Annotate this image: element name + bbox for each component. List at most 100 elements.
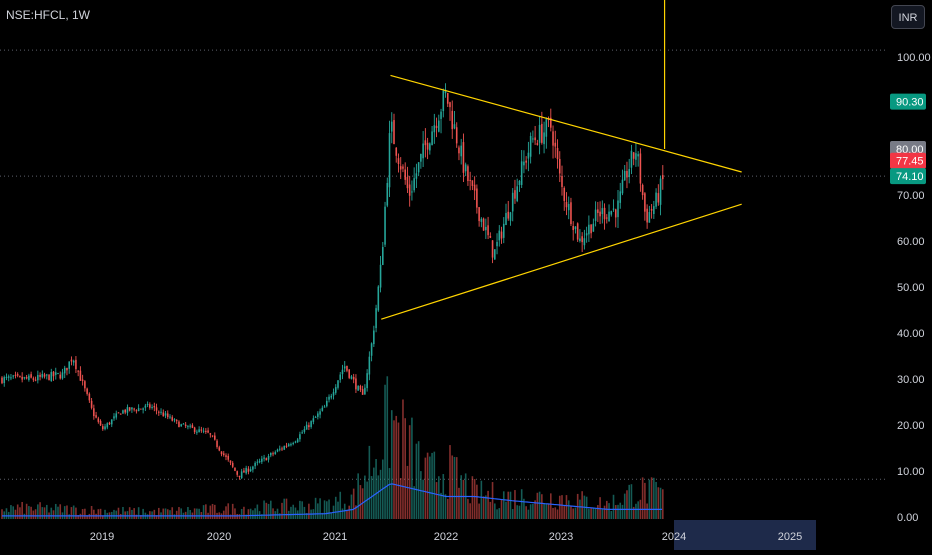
volume-bar bbox=[397, 422, 400, 519]
candle-body bbox=[61, 372, 64, 379]
candle-body bbox=[655, 192, 657, 207]
volume-bar bbox=[628, 484, 630, 519]
candle-body bbox=[110, 419, 113, 425]
candle-body bbox=[417, 162, 420, 173]
volume-bar bbox=[140, 515, 142, 519]
candle-body bbox=[234, 467, 236, 471]
volume-bar bbox=[404, 418, 406, 519]
candle-body bbox=[187, 426, 189, 428]
candle-body bbox=[626, 170, 628, 178]
candle-body bbox=[198, 429, 200, 433]
candle-body bbox=[594, 209, 597, 221]
volume-bar bbox=[254, 508, 256, 519]
volume-bar bbox=[612, 494, 615, 519]
volume-bar bbox=[122, 506, 124, 519]
candle-body bbox=[505, 213, 507, 225]
candle-body bbox=[558, 158, 561, 174]
volume-bar bbox=[57, 506, 59, 519]
candle-body bbox=[478, 207, 480, 222]
volume-bar bbox=[348, 505, 350, 519]
candle-body bbox=[509, 212, 512, 221]
volume-bar bbox=[377, 475, 380, 519]
volume-bar bbox=[146, 514, 149, 519]
volume-bar bbox=[231, 503, 234, 519]
candle-body bbox=[621, 179, 624, 194]
symbol-label: NSE:HFCL, 1W bbox=[6, 8, 91, 22]
candle-body bbox=[281, 448, 283, 450]
volume-bar bbox=[655, 481, 657, 519]
candle-body bbox=[236, 471, 238, 475]
candle-body bbox=[274, 452, 277, 455]
currency-button[interactable]: INR bbox=[891, 5, 925, 29]
candle-body bbox=[453, 124, 456, 129]
volume-bar bbox=[518, 505, 521, 519]
candle-body bbox=[48, 374, 50, 381]
candle-body bbox=[160, 411, 162, 413]
candle-body bbox=[476, 188, 478, 208]
volume-bar bbox=[104, 509, 106, 519]
candle-body bbox=[238, 475, 241, 477]
volume-bar bbox=[292, 504, 294, 519]
candle-body bbox=[449, 102, 451, 108]
candle-body bbox=[352, 376, 355, 380]
volume-bar bbox=[538, 491, 541, 519]
volume-bar bbox=[155, 515, 158, 519]
candle-body bbox=[455, 127, 458, 144]
candle-body bbox=[619, 191, 622, 203]
time-tick-label: 2019 bbox=[90, 531, 114, 543]
candle-body bbox=[659, 178, 662, 205]
candle-body bbox=[431, 131, 433, 146]
candle-body bbox=[384, 206, 386, 245]
volume-bar bbox=[243, 506, 245, 519]
volume-bar bbox=[314, 497, 317, 519]
volume-bar bbox=[496, 509, 498, 519]
volume-bar bbox=[460, 475, 462, 519]
candle-body bbox=[612, 208, 615, 210]
volume-bar bbox=[59, 504, 62, 519]
candle-body bbox=[137, 408, 140, 412]
candle-body bbox=[534, 137, 536, 141]
candle-body bbox=[429, 143, 431, 151]
volume-bar bbox=[131, 509, 133, 519]
candle-body bbox=[10, 377, 12, 379]
volume-bar bbox=[588, 508, 590, 519]
candle-body bbox=[635, 153, 637, 160]
candle-body bbox=[404, 169, 406, 180]
candle-body bbox=[487, 225, 489, 236]
volume-bar bbox=[375, 459, 377, 519]
candle-body bbox=[460, 145, 462, 157]
candle-body bbox=[115, 413, 118, 418]
candle-body bbox=[119, 413, 122, 415]
volume-bar bbox=[77, 515, 79, 519]
candle-body bbox=[218, 447, 221, 451]
candle-body bbox=[97, 418, 100, 422]
candle-body bbox=[117, 412, 120, 414]
candle-body bbox=[541, 123, 543, 143]
volume-bar bbox=[175, 510, 178, 519]
candle-body bbox=[426, 142, 429, 150]
candle-body bbox=[216, 440, 218, 447]
volume-bar bbox=[455, 457, 458, 519]
candle-body bbox=[498, 230, 501, 241]
candle-body bbox=[413, 178, 415, 191]
volume-bar bbox=[662, 489, 664, 519]
candle-body bbox=[480, 218, 483, 222]
volume-bar bbox=[384, 384, 386, 519]
candle-body bbox=[328, 396, 330, 400]
candle-body bbox=[603, 207, 606, 220]
candle-body bbox=[536, 143, 539, 145]
volume-bar bbox=[321, 512, 324, 519]
volume-bar bbox=[135, 514, 138, 519]
candle-body bbox=[155, 407, 158, 411]
candle-body bbox=[561, 175, 563, 187]
volume-bar bbox=[597, 505, 599, 519]
candle-body bbox=[211, 435, 214, 437]
volume-bar bbox=[543, 503, 545, 519]
candle-body bbox=[5, 376, 8, 378]
volume-bar bbox=[14, 509, 17, 519]
candle-body bbox=[7, 376, 10, 378]
candle-body bbox=[88, 393, 91, 401]
candle-body bbox=[79, 370, 82, 381]
